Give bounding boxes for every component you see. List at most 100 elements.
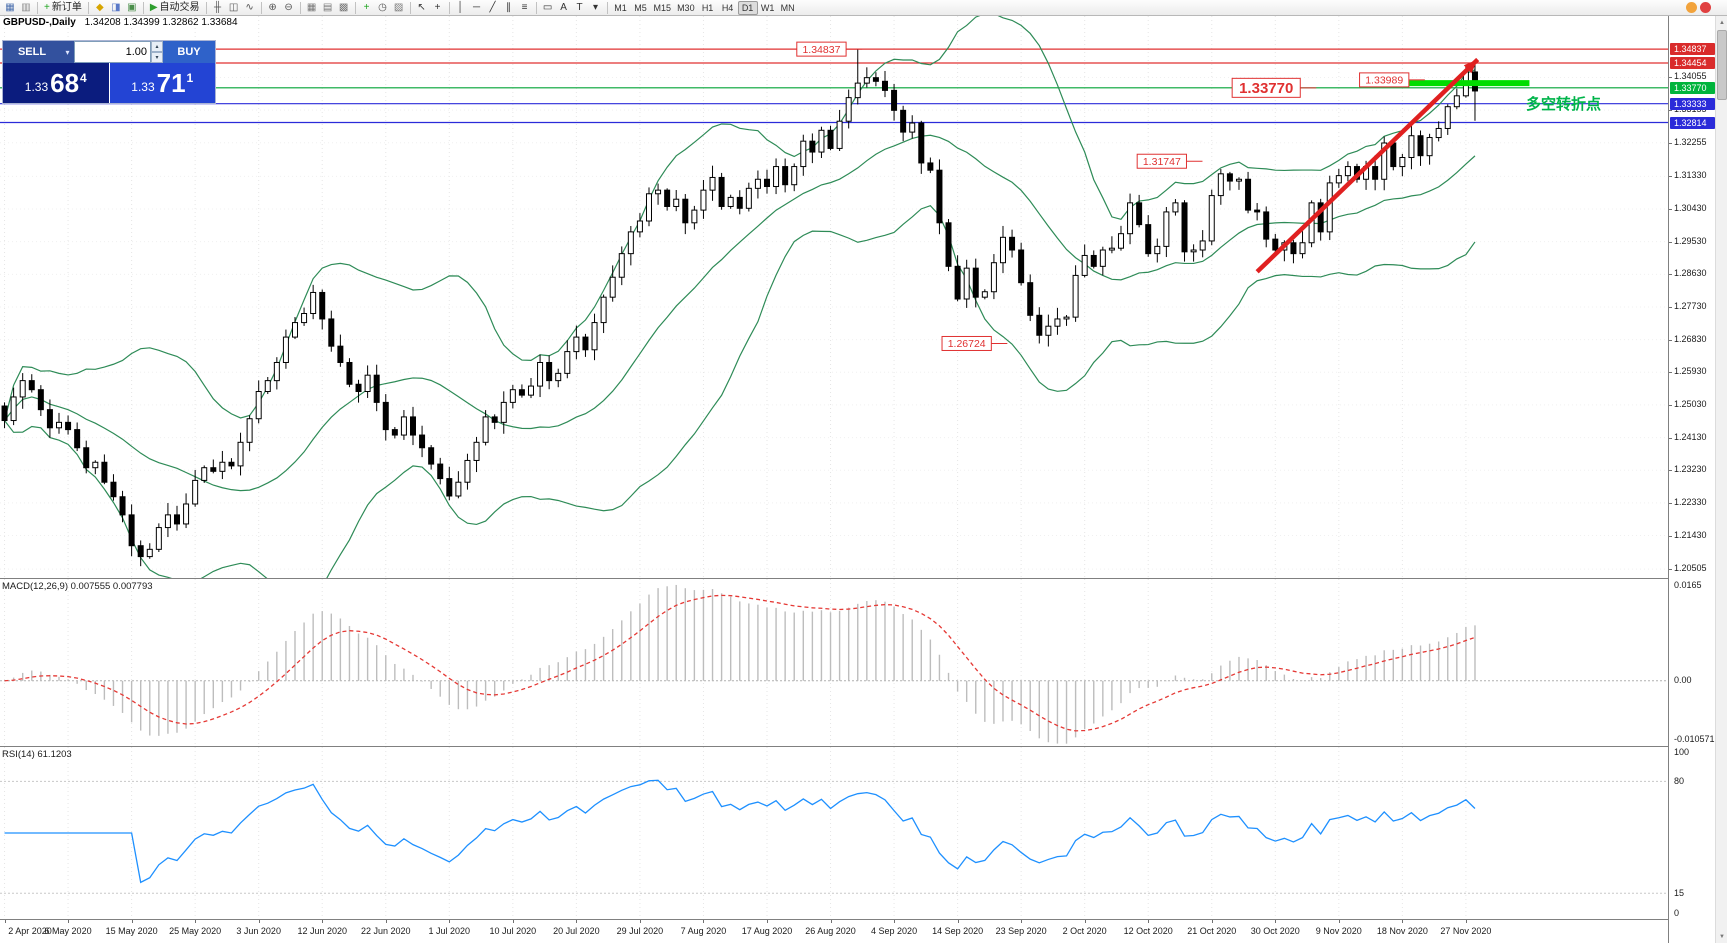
date-label: 1 Jul 2020 xyxy=(428,926,471,936)
timeframe-m1-button[interactable]: M1 xyxy=(611,1,631,15)
shapes-icon[interactable]: ▭ xyxy=(540,1,556,15)
price-tick xyxy=(1669,241,1672,243)
fibonacci-icon[interactable]: ≡ xyxy=(517,1,533,15)
trend-arrow[interactable] xyxy=(1255,57,1480,274)
indicators-icon[interactable]: + xyxy=(359,1,375,15)
price-axis-label: 1.21430 xyxy=(1674,529,1707,540)
community-icon[interactable] xyxy=(1686,2,1697,13)
date-label: 7 Aug 2020 xyxy=(680,926,727,936)
terminal-icon[interactable]: ▣ xyxy=(124,1,140,15)
timeframe-mn-button[interactable]: MN xyxy=(778,1,798,15)
rsi-chart-svg[interactable] xyxy=(0,747,1668,919)
date-label: 9 Nov 2020 xyxy=(1315,926,1362,936)
new-order-button-label: 新订单 xyxy=(51,1,82,13)
sell-button[interactable]: SELL xyxy=(3,41,61,63)
macd-signal-line xyxy=(4,594,1476,732)
ask-price-major: 1.33 xyxy=(131,80,155,94)
templates-icon[interactable]: ▨ xyxy=(391,1,407,15)
date-tick xyxy=(639,920,641,923)
price-callout[interactable]: 1.34837 xyxy=(796,41,863,57)
timeframe-h4-button[interactable]: H4 xyxy=(718,1,738,15)
date-tick xyxy=(1148,920,1150,923)
price-axis-label: 1.23230 xyxy=(1674,464,1707,475)
price-tick xyxy=(1669,404,1672,406)
data-window-icon[interactable]: ◨ xyxy=(108,1,124,15)
price-axis-label: 1.25030 xyxy=(1674,398,1707,409)
chart-profiles-icon[interactable]: ▥ xyxy=(18,1,34,15)
timeframe-m15-button[interactable]: M15 xyxy=(651,1,675,15)
timeframe-m30-button[interactable]: M30 xyxy=(674,1,698,15)
price-callout[interactable]: 1.31747 xyxy=(1136,153,1203,169)
cursor-icon[interactable]: ↖ xyxy=(414,1,430,15)
terminal-icon: ▣ xyxy=(127,1,137,13)
bollinger-bands xyxy=(3,16,1476,578)
equidistant-channel-icon[interactable]: ∥ xyxy=(501,1,517,15)
toolbar-separator xyxy=(205,1,207,14)
arrow-tool-icon[interactable]: A xyxy=(556,1,572,15)
objects-dropdown-icon[interactable]: ▾ xyxy=(588,1,604,15)
macd-label: MACD(12,26,9) 0.007555 0.007793 xyxy=(2,581,153,592)
window-scrollbar[interactable]: ▲ ▼ xyxy=(1715,16,1727,943)
cascade-windows-icon[interactable]: ▩ xyxy=(336,1,352,15)
macd-chart-svg[interactable] xyxy=(0,579,1668,746)
time-axis[interactable]: 2 Apr 2020 6 May 2020 15 May 2020 25 May 20… xyxy=(0,919,1668,943)
auto-arrange-icon[interactable]: ▤ xyxy=(320,1,336,15)
volume-input[interactable] xyxy=(74,41,151,63)
new-chart-icon[interactable]: ▦ xyxy=(2,1,18,15)
svg-text:1.34837: 1.34837 xyxy=(802,44,840,56)
text-label-icon[interactable]: T xyxy=(572,1,588,15)
chart-window: 1.34837 1.33989 1.33770 1.31747 1.26724 多空转折点… xyxy=(0,16,1727,943)
autotrading-button[interactable]: ▶ 自动交易 xyxy=(147,1,203,15)
date-label: 2 Oct 2020 xyxy=(1062,926,1107,936)
date-label: 10 Jul 2020 xyxy=(489,926,537,936)
bar-chart-type-icon[interactable]: ╫ xyxy=(210,1,226,15)
volume-increase-button[interactable]: ▴ xyxy=(151,41,163,52)
new-order-button[interactable]: + 新订单 xyxy=(41,1,85,15)
timeframe-d1-button[interactable]: D1 xyxy=(737,0,758,15)
date-label: 25 May 2020 xyxy=(169,926,222,936)
trendline-icon[interactable]: ╱ xyxy=(485,1,501,15)
scroll-up-button[interactable]: ▲ xyxy=(1716,16,1727,29)
crosshair-icon[interactable]: + xyxy=(430,1,446,15)
volume-decrease-button[interactable]: ▾ xyxy=(151,52,163,63)
price-tick xyxy=(1669,274,1672,276)
shapes-icon: ▭ xyxy=(542,1,553,13)
alert-icon[interactable] xyxy=(1700,2,1711,13)
price-callout[interactable]: 1.33770 xyxy=(1231,77,1317,98)
buy-button[interactable]: BUY xyxy=(163,41,215,63)
tile-windows-icon[interactable]: ▦ xyxy=(304,1,320,15)
timeframe-m5-button[interactable]: M5 xyxy=(631,1,651,15)
date-label: 18 Nov 2020 xyxy=(1376,926,1428,936)
scrollbar-thumb[interactable] xyxy=(1717,30,1727,100)
price-callout[interactable]: 1.26724 xyxy=(941,335,1008,351)
price-axis-highlight: 1.34454 xyxy=(1670,57,1715,70)
vertical-line-icon[interactable]: │ xyxy=(453,1,469,15)
price-axis[interactable]: 1.348371.344541.340551.337701.333331.331… xyxy=(1668,16,1715,943)
candlestick-type-icon[interactable]: ◫ xyxy=(226,1,242,15)
ohlc-values: 1.34208 1.34399 1.32862 1.33684 xyxy=(84,17,238,28)
price-axis-highlight: 1.34837 xyxy=(1670,43,1715,56)
candlestick-type-icon: ◫ xyxy=(228,1,239,13)
ask-price-button[interactable]: 1.33 71 1 xyxy=(109,63,215,103)
market-watch-icon[interactable]: ◆ xyxy=(92,1,108,15)
main-chart-svg[interactable]: 1.34837 1.33989 1.33770 1.31747 1.26724 多空转折点 xyxy=(0,16,1668,578)
toolbar-separator xyxy=(606,1,608,14)
zoom-out-icon[interactable]: ⊖ xyxy=(281,1,297,15)
horizontal-line-icon[interactable]: ─ xyxy=(469,1,485,15)
svg-text:1.26724: 1.26724 xyxy=(948,338,986,350)
volume-dropdown-button[interactable]: ▾ xyxy=(61,41,74,63)
price-callout[interactable]: 1.33989 xyxy=(1359,72,1425,88)
zoom-in-icon[interactable]: ⊕ xyxy=(265,1,281,15)
date-label: 2 Apr 2020 xyxy=(8,926,52,936)
line-chart-type-icon[interactable]: ∿ xyxy=(242,1,258,15)
date-label: 26 Aug 2020 xyxy=(805,926,856,936)
date-label: 23 Sep 2020 xyxy=(995,926,1047,936)
bull-bear-pivot-note[interactable]: 多空转折点 xyxy=(1526,95,1601,113)
bid-price-button[interactable]: 1.33 68 4 xyxy=(3,63,109,103)
periods-icon[interactable]: ◷ xyxy=(375,1,391,15)
fibonacci-icon: ≡ xyxy=(521,1,528,13)
scroll-down-button[interactable]: ▼ xyxy=(1716,930,1727,943)
timeframe-w1-button[interactable]: W1 xyxy=(758,1,778,15)
new-chart-icon: ▦ xyxy=(5,1,15,13)
timeframe-h1-button[interactable]: H1 xyxy=(698,1,718,15)
